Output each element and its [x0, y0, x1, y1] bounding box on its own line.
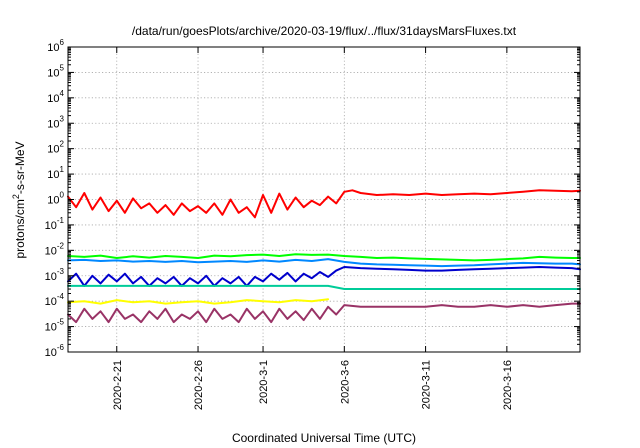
series-line-6	[67, 302, 581, 324]
y-tick-label-base: 10	[45, 271, 57, 283]
y-tick-label-base: 10	[47, 118, 59, 130]
y-tick-label: 10-5	[45, 318, 65, 334]
y-tick-label: 10-4	[45, 292, 65, 308]
y-axis-label-part1: protons/cm	[13, 199, 27, 258]
y-axis-label-part2: -s-sr-MeV	[13, 141, 27, 194]
series-line-0	[67, 189, 581, 219]
y-tick-label: 100	[47, 191, 64, 207]
chart-title: /data/run/goesPlots/archive/2020-03-19/f…	[132, 24, 517, 38]
y-tick-label-base: 10	[47, 195, 59, 207]
y-tick-label-exponent: 6	[60, 38, 65, 47]
y-tick-label-base: 10	[47, 144, 59, 156]
y-tick-label: 10-3	[45, 267, 65, 283]
y-tick-label-base: 10	[45, 347, 57, 359]
y-tick-label-base: 10	[47, 42, 59, 54]
x-tick-label: 2020-3-11	[421, 360, 433, 409]
y-tick-label-exponent: -2	[57, 241, 65, 250]
series-line-1	[67, 253, 581, 262]
y-tick-label: 10-2	[45, 241, 65, 257]
series-line-5	[67, 298, 330, 305]
y-tick-label-exponent: -6	[57, 343, 65, 352]
y-tick-label-exponent: 2	[60, 140, 65, 149]
y-tick-label-base: 10	[47, 169, 59, 181]
y-tick-label-base: 10	[45, 322, 57, 334]
y-tick-label-exponent: -4	[57, 292, 65, 301]
x-tick-label: 2020-2-21	[112, 360, 124, 410]
x-tick-label: 2020-3-6	[339, 360, 351, 404]
x-axis-label: Coordinated Universal Time (UTC)	[232, 431, 416, 445]
tick-layer: 10-610-510-410-310-210-11001011021031041…	[45, 38, 580, 410]
y-tick-label: 104	[47, 89, 64, 105]
x-tick-label: 2020-3-16	[502, 360, 514, 410]
y-tick-label: 103	[47, 114, 64, 130]
series-line-4	[67, 284, 581, 290]
y-tick-label-exponent: -3	[57, 267, 65, 276]
x-tick-label: 2020-2-26	[193, 360, 205, 410]
y-tick-label-exponent: -5	[57, 318, 65, 327]
series-layer	[67, 189, 581, 324]
y-tick-label-base: 10	[45, 220, 57, 232]
y-tick-label-base: 10	[45, 245, 57, 257]
y-tick-label: 105	[47, 63, 64, 79]
y-tick-label-exponent: 0	[60, 191, 65, 200]
y-tick-label-exponent: 3	[60, 114, 65, 123]
y-tick-label: 10-1	[45, 216, 65, 232]
series-line-3	[67, 266, 581, 287]
y-tick-label-base: 10	[47, 67, 59, 79]
y-axis-label: protons/cm2-s-sr-MeV	[11, 141, 27, 258]
y-tick-label: 106	[47, 38, 64, 54]
series-line-2	[67, 258, 581, 268]
y-tick-label-exponent: 4	[60, 89, 65, 98]
y-tick-label: 101	[47, 165, 64, 181]
y-tick-label-exponent: -1	[57, 216, 65, 225]
y-tick-label-exponent: 1	[60, 165, 65, 174]
y-tick-label-exponent: 5	[60, 63, 65, 72]
y-tick-label: 10-6	[45, 343, 65, 359]
y-tick-label-base: 10	[47, 93, 59, 105]
y-axis-label-superscript: 2	[11, 194, 21, 199]
y-tick-label: 102	[47, 140, 64, 156]
grid-layer	[68, 47, 580, 352]
x-tick-label: 2020-3-1	[258, 360, 270, 404]
y-tick-label-base: 10	[45, 296, 57, 308]
